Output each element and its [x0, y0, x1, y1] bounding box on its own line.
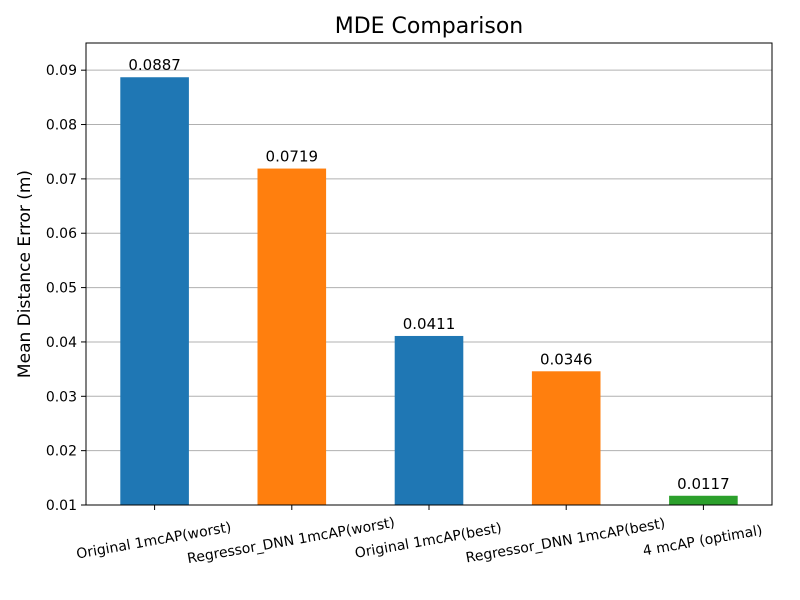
bar — [394, 335, 464, 505]
y-tick-label: 0.01 — [46, 498, 77, 514]
y-tick-label: 0.07 — [46, 172, 77, 188]
bar-value-label: 0.0887 — [128, 56, 181, 74]
chart-title: MDE Comparison — [335, 14, 524, 39]
y-tick-label: 0.02 — [46, 444, 77, 460]
y-tick-label: 0.03 — [46, 389, 77, 405]
x-axis: Original 1mcAP(worst)Regressor_DNN 1mcAP… — [75, 505, 764, 567]
bar-value-label: 0.0117 — [677, 475, 730, 493]
bar-value-label: 0.0411 — [403, 315, 456, 333]
bar — [669, 495, 738, 505]
y-tick-label: 0.04 — [46, 335, 77, 351]
bar — [531, 371, 601, 505]
bar — [120, 77, 189, 505]
bar-value-label: 0.0719 — [266, 148, 319, 166]
y-tick-label: 0.08 — [46, 118, 77, 134]
y-tick-label: 0.05 — [46, 281, 77, 297]
y-axis-title: Mean Distance Error (m) — [15, 170, 35, 378]
bar — [257, 168, 327, 505]
bar-value-labels: 0.0887 0.0719 0.0411 0.0346 0.0117 — [128, 56, 729, 493]
bars — [120, 77, 738, 505]
y-axis: 0.01 0.02 0.03 0.04 0.05 0.06 0.07 0.08 0.09 — [46, 63, 86, 514]
y-tick-label: 0.09 — [46, 63, 77, 79]
y-tick-label: 0.06 — [46, 226, 77, 242]
bar-value-label: 0.0346 — [540, 350, 593, 368]
